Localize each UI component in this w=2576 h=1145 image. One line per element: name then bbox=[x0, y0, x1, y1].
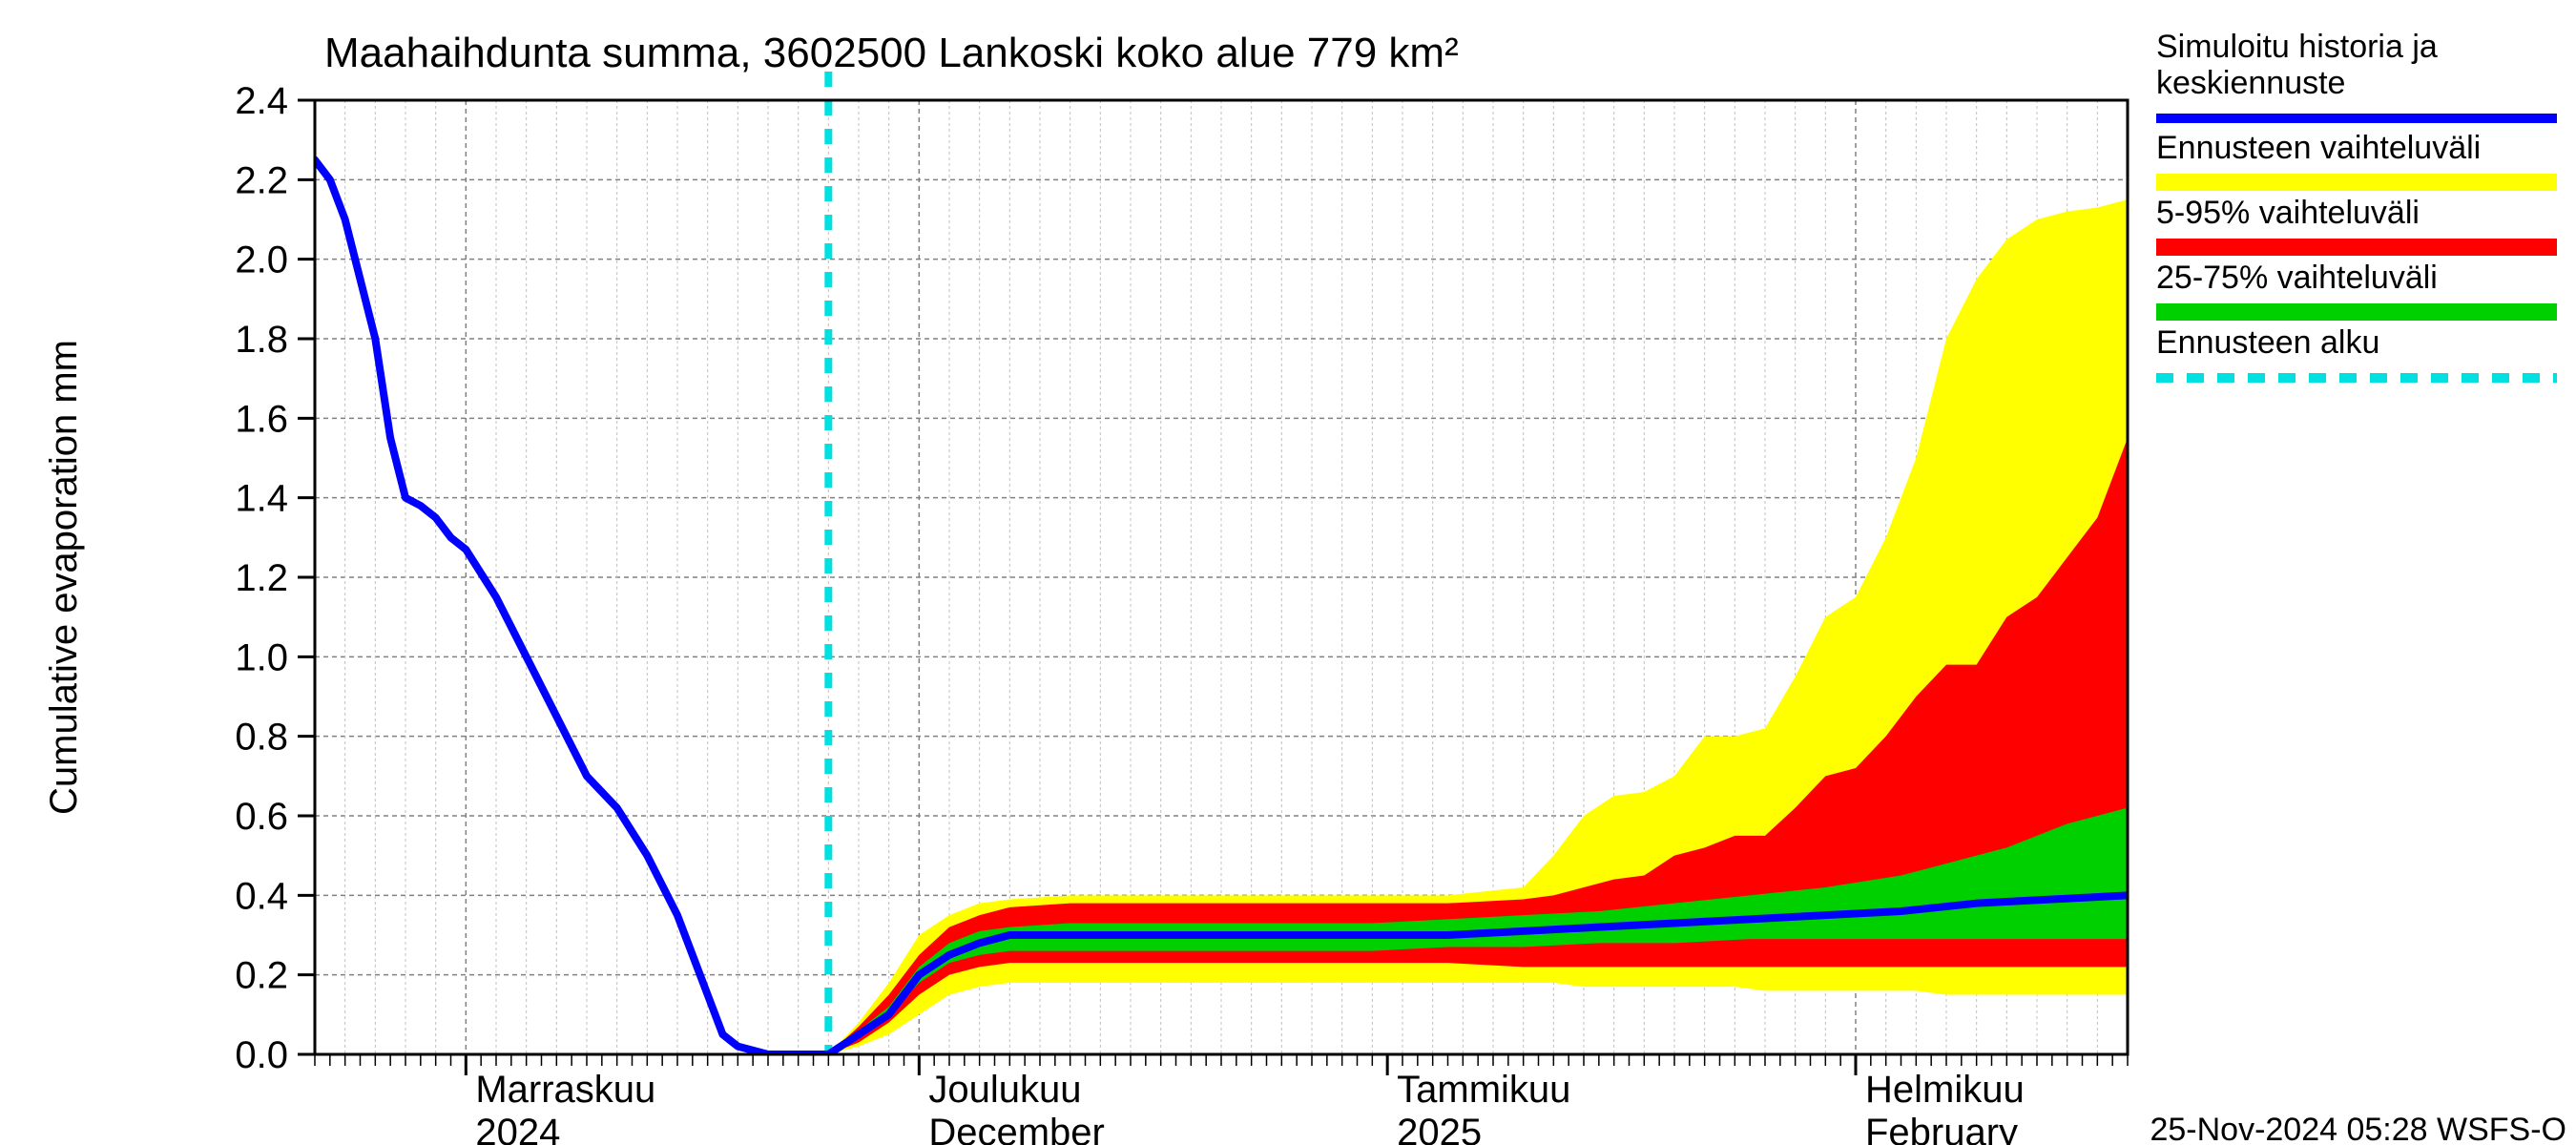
legend-label: Ennusteen vaihteluväli bbox=[2156, 130, 2481, 166]
x-month-sublabel: February bbox=[1865, 1112, 2018, 1145]
y-tick-label: 0.8 bbox=[235, 717, 288, 759]
legend-label: Ennusteen alku bbox=[2156, 324, 2379, 361]
x-month-sublabel: December bbox=[928, 1112, 1105, 1145]
y-tick-label: 0.6 bbox=[235, 796, 288, 838]
legend-label: keskiennuste bbox=[2156, 65, 2345, 101]
y-tick-label: 2.4 bbox=[235, 80, 288, 122]
y-tick-label: 2.2 bbox=[235, 159, 288, 201]
x-month-sublabel: 2024 bbox=[475, 1112, 560, 1145]
legend-label: 25-75% vaihteluväli bbox=[2156, 260, 2438, 296]
y-tick-label: 1.8 bbox=[235, 319, 288, 361]
y-tick-label: 1.0 bbox=[235, 636, 288, 678]
footer-timestamp: 25-Nov-2024 05:28 WSFS-O bbox=[2150, 1112, 2566, 1145]
y-tick-label: 2.0 bbox=[235, 239, 288, 281]
legend-label: Simuloitu historia ja bbox=[2156, 29, 2438, 65]
legend-swatch bbox=[2156, 174, 2557, 191]
y-tick-label: 1.6 bbox=[235, 398, 288, 440]
x-month-sublabel: 2025 bbox=[1397, 1112, 1482, 1145]
y-tick-label: 0.4 bbox=[235, 875, 288, 917]
legend-swatch bbox=[2156, 303, 2557, 321]
x-month-label: Marraskuu bbox=[475, 1069, 655, 1111]
legend-swatch bbox=[2156, 239, 2557, 256]
y-tick-label: 1.4 bbox=[235, 478, 288, 520]
y-tick-label: 0.2 bbox=[235, 955, 288, 997]
x-month-label: Joulukuu bbox=[928, 1069, 1081, 1111]
y-tick-label: 1.2 bbox=[235, 557, 288, 599]
x-month-label: Helmikuu bbox=[1865, 1069, 2025, 1111]
chart-title: Maahaihdunta summa, 3602500 Lankoski kok… bbox=[324, 30, 1459, 76]
evaporation-forecast-chart: 0.0 0.2 0.4 0.6 0.8 1.0 1.2 1.4 1.6 1.8 2.0 2.2 2.4 M… bbox=[0, 0, 2576, 1145]
legend-label: 5-95% vaihteluväli bbox=[2156, 195, 2420, 231]
y-tick-label: 0.0 bbox=[235, 1034, 288, 1076]
y-axis-label: Cumulative evaporation mm bbox=[43, 340, 85, 815]
x-month-label: Tammikuu bbox=[1397, 1069, 1570, 1111]
